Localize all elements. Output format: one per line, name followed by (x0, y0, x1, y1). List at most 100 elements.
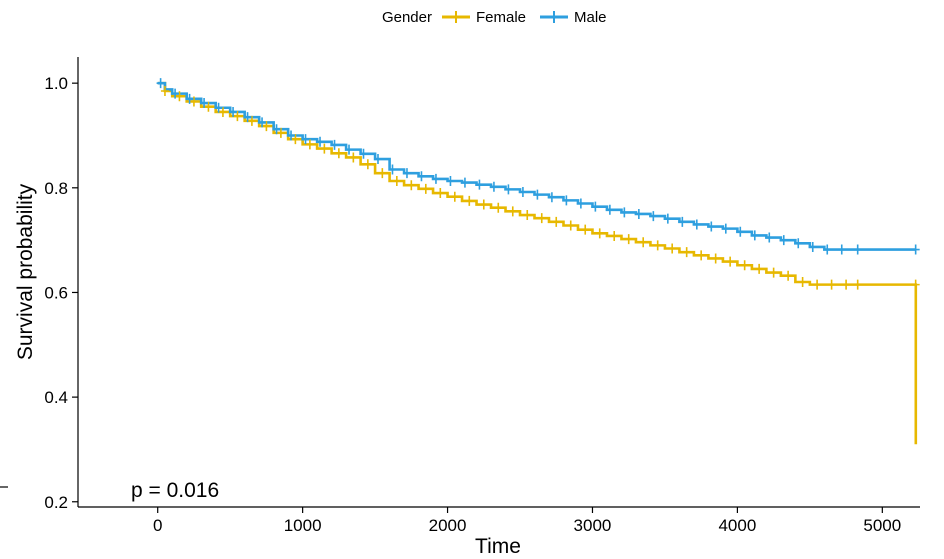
censor-mark-male (678, 216, 687, 227)
censor-mark-male (620, 207, 629, 218)
censor-mark-male (258, 117, 267, 128)
censor-mark-female (610, 230, 619, 241)
censor-mark-female (465, 195, 474, 206)
censor-mark-female (378, 168, 387, 179)
censor-mark-female (175, 91, 184, 102)
censor-mark-male (272, 124, 281, 135)
censor-mark-male (475, 179, 484, 190)
y-tick-label: 1.0 (44, 74, 68, 93)
censor-mark-male (779, 235, 788, 246)
censor-mark-male (489, 181, 498, 192)
censor-mark-male (373, 154, 382, 165)
censor-mark-male (663, 213, 672, 224)
censor-mark-female (450, 191, 459, 202)
p-value-annotation: p = 0.016 (131, 479, 219, 502)
censor-mark-male (853, 244, 862, 255)
legend: Gender Female Male (382, 9, 607, 26)
censor-mark-female (537, 213, 546, 224)
censor-mark-female (291, 134, 300, 145)
censor-mark-male (605, 204, 614, 215)
censor-mark-male (359, 148, 368, 159)
censor-mark-male (736, 226, 745, 237)
censor-mark-female (436, 188, 445, 199)
censor-mark-male (591, 201, 600, 212)
censor-mark-male (214, 102, 223, 113)
censor-mark-female (262, 121, 271, 132)
censor-mark-female (726, 256, 735, 267)
censor-mark-female (305, 139, 314, 150)
censor-mark-female (233, 111, 242, 122)
censor-mark-male (330, 139, 339, 150)
censor-mark-male (911, 244, 920, 255)
censor-mark-male (301, 134, 310, 145)
y-axis-title: Survival probability (14, 183, 37, 360)
legend-title: Gender (382, 9, 432, 26)
censor-mark-female (853, 279, 862, 290)
censor-mark-female (320, 143, 329, 154)
legend-label-male: Male (574, 9, 607, 26)
x-tick-label: 2000 (429, 516, 467, 535)
censor-mark-female (523, 210, 532, 221)
censor-mark-female (392, 176, 401, 187)
censor-mark-male (417, 171, 426, 182)
censor-mark-female (349, 152, 358, 163)
censor-mark-male (156, 78, 165, 89)
censor-mark-male (562, 195, 571, 206)
censor-mark-male (649, 211, 658, 222)
censor-mark-male (200, 98, 209, 109)
censor-mark-male (402, 168, 411, 179)
censor-mark-female (595, 228, 604, 239)
censor-mark-male (316, 136, 325, 147)
censor-mark-female (769, 267, 778, 278)
series-line-female (157, 81, 918, 445)
censor-mark-female (911, 279, 920, 290)
censor-mark-female (204, 101, 213, 112)
censor-mark-male (794, 238, 803, 249)
x-tick-label: 0 (153, 516, 162, 535)
censor-layer (156, 78, 920, 290)
censor-mark-female (581, 224, 590, 235)
censor-mark-male (431, 173, 440, 184)
censor-mark-male (721, 223, 730, 234)
censor-mark-female (798, 277, 807, 287)
censor-mark-female (552, 216, 561, 227)
censor-mark-female (247, 115, 256, 126)
y-tick-label: 0.4 (44, 388, 68, 407)
x-tick-label: 5000 (863, 516, 901, 535)
censor-mark-male (692, 219, 701, 230)
censor-mark-female (334, 148, 343, 159)
y-tick-label: 0.8 (44, 179, 68, 198)
legend-entry-female: Female (442, 9, 526, 26)
censor-mark-female (668, 243, 677, 254)
censor-mark-female (276, 127, 285, 138)
x-tick-label: 4000 (718, 516, 756, 535)
censor-mark-male (707, 221, 716, 232)
censor-mark-female (711, 253, 720, 264)
censor-mark-male (837, 244, 846, 255)
censor-mark-male (185, 93, 194, 104)
censor-mark-female (740, 260, 749, 271)
axes: 0 1000 2000 3000 4000 5000 0.2 0.4 0.6 0.8 1.0 (0, 57, 920, 535)
censor-mark-female (363, 159, 372, 170)
censor-mark-male (388, 164, 397, 175)
censor-mark-female (697, 250, 706, 261)
censor-mark-male (446, 176, 455, 187)
censor-mark-male (765, 232, 774, 243)
censor-mark-male (518, 187, 527, 197)
x-tick-label: 3000 (574, 516, 612, 535)
censor-mark-female (494, 202, 503, 213)
censor-mark-male (533, 189, 542, 200)
censor-mark-male (750, 230, 759, 241)
censor-mark-female (624, 234, 633, 245)
censor-mark-male (171, 88, 180, 99)
censor-mark-male (634, 208, 643, 219)
censor-mark-female (842, 279, 851, 290)
censor-mark-female (160, 86, 169, 97)
censor-mark-male (547, 192, 556, 203)
y-tick-label: 0.2 (44, 493, 68, 512)
censor-mark-male (808, 241, 817, 252)
x-tick-label: 1000 (284, 516, 322, 535)
censor-mark-female (421, 183, 430, 194)
censor-mark-female (566, 220, 575, 231)
